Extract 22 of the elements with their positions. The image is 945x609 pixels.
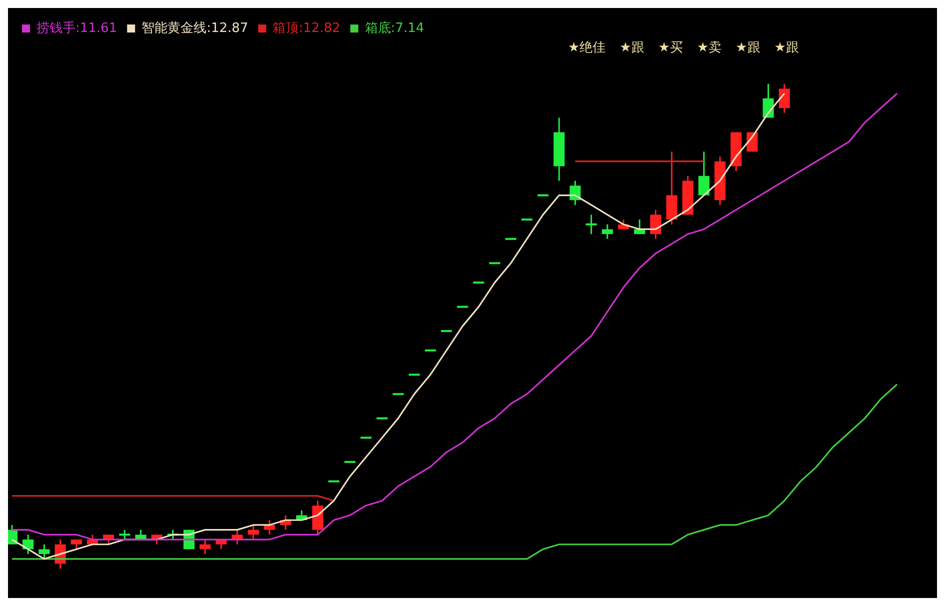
legend-label: 智能黄金线:12.87 — [142, 20, 248, 36]
candlestick — [38, 544, 50, 560]
text: ★跟 — [620, 40, 644, 56]
candlestick — [8, 524, 18, 546]
legend-label: 捞钱手:11.61 — [36, 20, 118, 36]
candlestick — [650, 209, 662, 240]
text: ★绝佳 — [568, 40, 606, 56]
candlestick — [200, 538, 211, 555]
text: ★跟 — [736, 40, 760, 56]
legend-label: 箱顶:12.82 — [272, 20, 340, 36]
candlestick — [119, 529, 130, 540]
text: ★跟 — [774, 40, 799, 56]
legend-label: 箱底:7.14 — [364, 20, 424, 36]
text: ★卖 — [696, 40, 722, 56]
candlestick — [264, 519, 275, 536]
candlestick — [586, 214, 597, 235]
candlestick — [248, 524, 259, 540]
candlestick — [698, 150, 710, 196]
text: ★买 — [658, 40, 683, 56]
candlestick — [70, 538, 82, 550]
candlestick — [778, 83, 790, 114]
candlestick — [602, 224, 613, 240]
